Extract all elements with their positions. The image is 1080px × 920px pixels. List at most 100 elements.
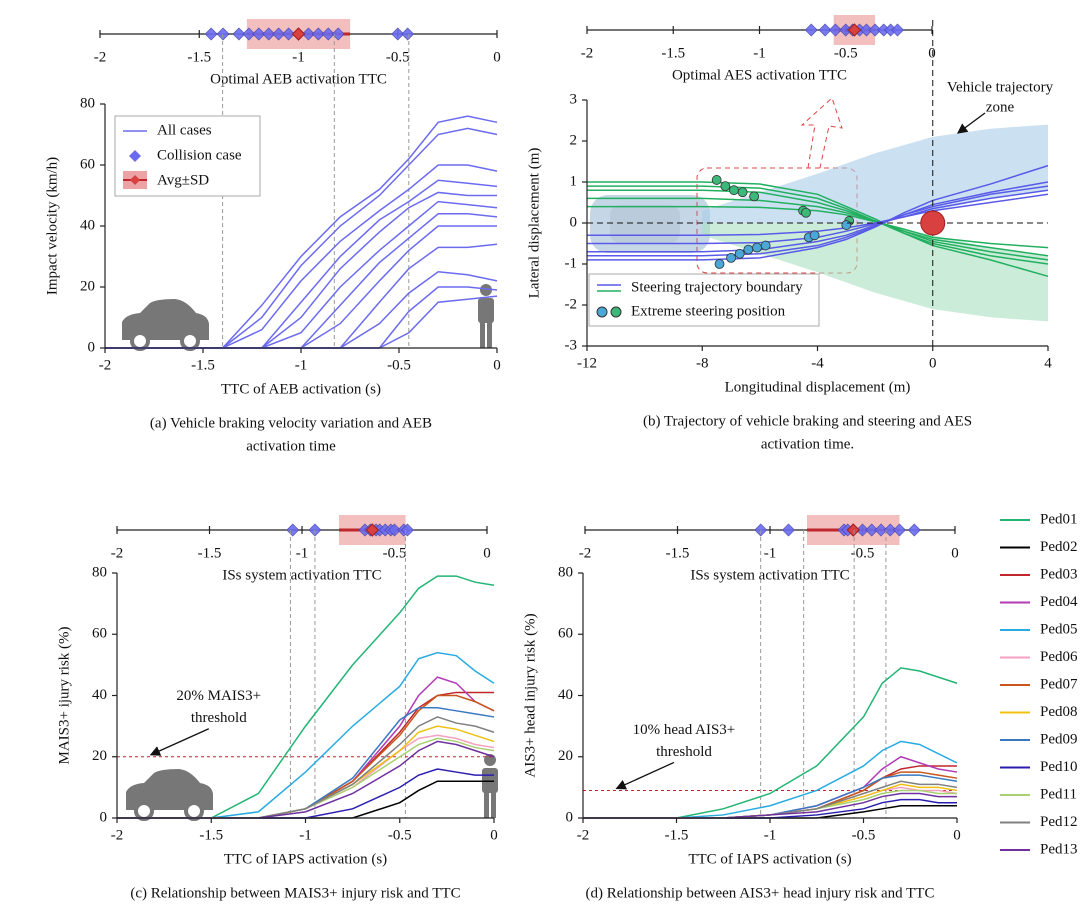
x-axis-label: TTC of IAPS activation (s) bbox=[224, 851, 387, 867]
trajectory-line bbox=[587, 181, 1049, 278]
y-tick-label: 80 bbox=[558, 564, 573, 580]
y-tick-label: 80 bbox=[80, 95, 95, 111]
y-axis-label: MAIS3+ ijury risk (%) bbox=[56, 626, 72, 764]
x-tick-label: -2 bbox=[94, 49, 107, 65]
x-tick-label: -0.5 bbox=[386, 49, 410, 65]
x-tick-label: 0 bbox=[951, 545, 959, 561]
pedestrian-icon-a bbox=[478, 284, 494, 348]
annotation: zone bbox=[986, 99, 1015, 115]
x-tick-label: -12 bbox=[577, 355, 597, 371]
collision-point bbox=[400, 523, 414, 537]
x-tick-label: 0 bbox=[493, 49, 501, 65]
pedestrian-icon-c bbox=[482, 754, 498, 818]
caption: (d) Relationship between AIS3+ head inju… bbox=[586, 885, 935, 901]
series-line bbox=[583, 805, 957, 819]
extreme-point bbox=[809, 230, 820, 241]
extreme-point bbox=[737, 187, 748, 198]
y-tick-label: 40 bbox=[558, 687, 573, 703]
y-axis-label: Lateral displacement (m) bbox=[526, 148, 542, 299]
collision-point bbox=[331, 27, 345, 41]
series-line bbox=[583, 783, 958, 819]
series-line bbox=[117, 575, 495, 819]
y-axis-label: Impact velocity (km/h) bbox=[44, 157, 60, 295]
x-axis-label: TTC of AEB activation (s) bbox=[221, 381, 381, 397]
car-icon-a bbox=[122, 299, 209, 351]
x-tick-label: -1.5 bbox=[187, 49, 211, 65]
legend-label: Extreme steering position bbox=[631, 303, 786, 319]
collision-point bbox=[818, 23, 832, 37]
legend-label: Ped04 bbox=[1040, 594, 1078, 610]
extreme-point bbox=[752, 242, 762, 253]
collision-point bbox=[311, 27, 325, 41]
trajectory-zone bbox=[702, 223, 1048, 322]
y-tick-label: 40 bbox=[92, 687, 107, 703]
legend-label: Ped03 bbox=[1040, 566, 1078, 582]
collision-point bbox=[252, 27, 266, 41]
legend-label: Ped02 bbox=[1040, 539, 1078, 555]
x-axis-label: TTC of IAPS activation (s) bbox=[688, 851, 851, 867]
x-tick-label: -1.5 bbox=[666, 545, 690, 561]
collision-point bbox=[272, 27, 286, 41]
legend-label: Ped05 bbox=[1040, 621, 1078, 637]
extreme-point bbox=[743, 244, 754, 255]
legend-point bbox=[596, 306, 608, 318]
annotation: threshold bbox=[656, 744, 712, 760]
collision-point bbox=[282, 27, 296, 41]
x-tick-label: 0 bbox=[929, 355, 937, 371]
series-line bbox=[117, 651, 495, 819]
collision-point bbox=[874, 523, 888, 537]
y-tick-label: 0 bbox=[566, 809, 574, 825]
strip-label: Optimal AES activation TTC bbox=[672, 67, 847, 83]
vehicle-silhouette bbox=[590, 195, 710, 253]
series-line bbox=[583, 765, 957, 819]
collision-point bbox=[782, 523, 795, 537]
extreme-point bbox=[726, 252, 736, 263]
y-axis-label: AIS3+ head injury risk (%) bbox=[522, 613, 538, 777]
legend-label: Ped09 bbox=[1040, 731, 1078, 747]
annotation-arrow bbox=[956, 112, 986, 134]
legend-box bbox=[588, 273, 820, 327]
trajectory-line bbox=[587, 189, 1049, 245]
collision-point bbox=[893, 523, 906, 537]
x-tick-label: -1 bbox=[296, 545, 309, 561]
x-tick-label: -2 bbox=[111, 827, 124, 843]
y-tick-label: -2 bbox=[565, 296, 578, 312]
series-line bbox=[583, 789, 957, 819]
target bbox=[920, 210, 946, 236]
series-line bbox=[105, 127, 498, 349]
x-axis-label: Longitudinal displacement (m) bbox=[725, 379, 911, 395]
collision-point bbox=[301, 27, 315, 41]
y-tick-label: 60 bbox=[558, 626, 573, 642]
series-line bbox=[105, 164, 498, 349]
collision-point bbox=[865, 523, 879, 537]
mean-marker bbox=[847, 23, 862, 37]
extreme-point bbox=[801, 207, 811, 218]
y-tick-label: 20 bbox=[92, 748, 107, 764]
y-tick-label: 40 bbox=[80, 217, 95, 233]
y-tick-label: 20 bbox=[80, 278, 95, 294]
x-tick-label: -1 bbox=[295, 357, 308, 373]
highlight-arrow bbox=[800, 97, 843, 169]
extreme-point bbox=[714, 259, 725, 269]
collision-point bbox=[321, 27, 335, 41]
x-tick-label: -1.5 bbox=[661, 45, 685, 61]
legend-mean bbox=[130, 175, 140, 185]
y-tick-label: 60 bbox=[80, 156, 95, 172]
x-tick-label: -0.5 bbox=[388, 827, 412, 843]
y-tick-label: 0 bbox=[570, 214, 578, 230]
x-tick-label: -1 bbox=[299, 827, 312, 843]
mean-marker bbox=[365, 523, 380, 537]
strip-label: Optimal AEB activation TTC bbox=[210, 71, 387, 87]
x-tick-label: -0.5 bbox=[852, 827, 876, 843]
legend-diamond bbox=[129, 150, 141, 162]
y-tick-label: 0 bbox=[100, 809, 108, 825]
collision-point bbox=[891, 23, 904, 37]
collision-point bbox=[883, 523, 897, 537]
annotation: threshold bbox=[191, 710, 247, 726]
legend-label: Ped01 bbox=[1040, 511, 1078, 527]
y-tick-label: -1 bbox=[565, 255, 578, 271]
collision-point bbox=[401, 27, 415, 41]
legend-label: Ped10 bbox=[1040, 759, 1078, 775]
extreme-point bbox=[760, 240, 771, 251]
x-tick-label: -4 bbox=[811, 355, 824, 371]
